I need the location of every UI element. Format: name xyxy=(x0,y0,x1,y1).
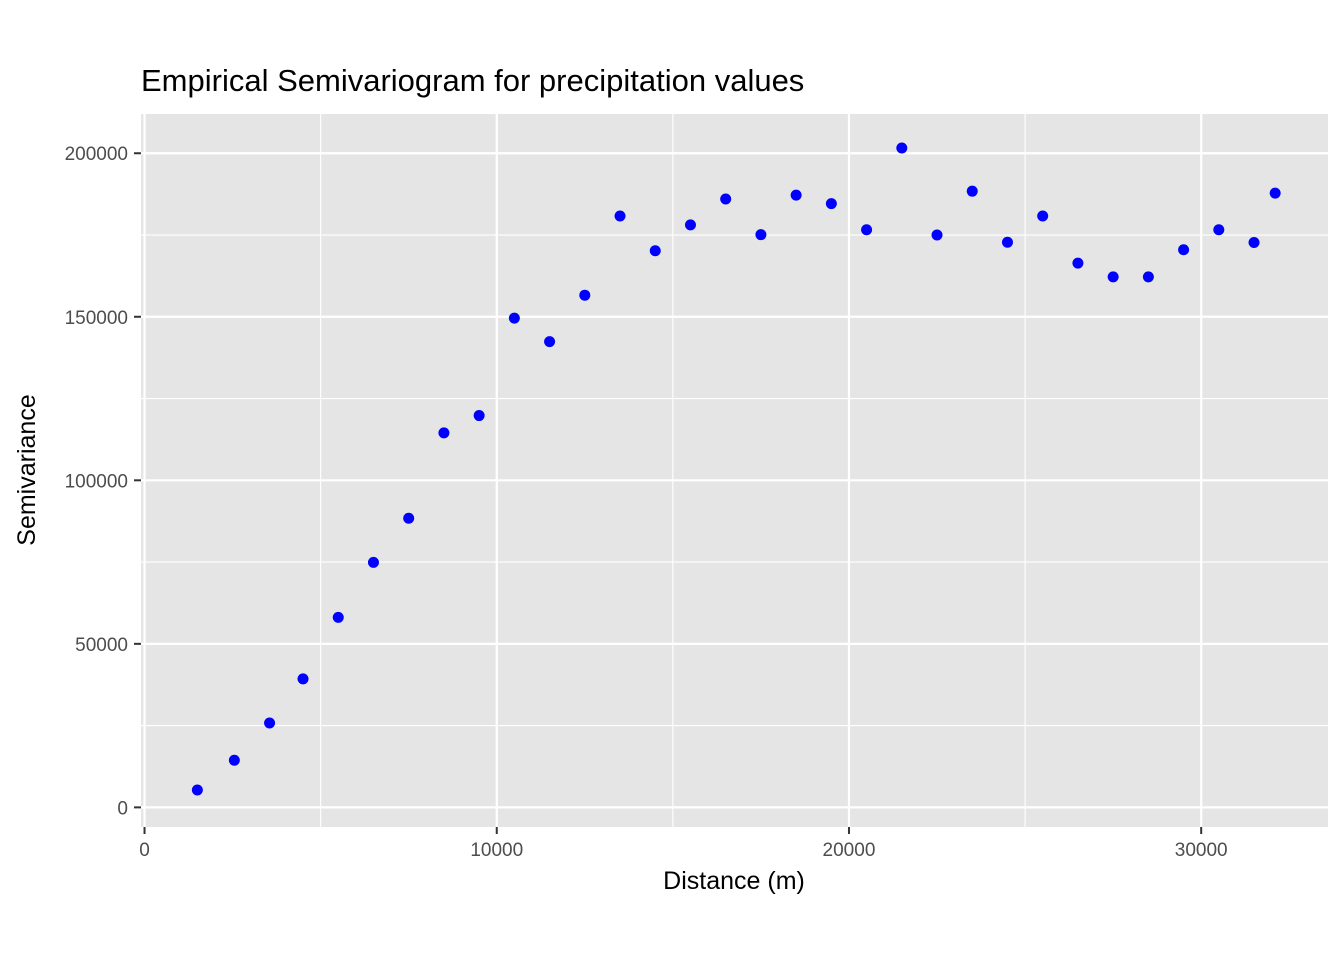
data-point xyxy=(966,185,978,197)
plot-panel xyxy=(141,114,1328,827)
data-point xyxy=(790,189,802,201)
data-point xyxy=(1269,187,1281,199)
x-tick-label: 30000 xyxy=(1175,840,1228,861)
data-point xyxy=(473,410,485,422)
x-axis-title: Distance (m) xyxy=(663,867,805,895)
major-gridlines xyxy=(141,114,1328,827)
x-tick-label: 0 xyxy=(139,840,150,861)
y-axis-title: Semivariance xyxy=(13,394,41,545)
minor-gridlines xyxy=(141,114,1328,827)
data-point xyxy=(544,336,556,348)
y-tick-label: 100000 xyxy=(65,471,128,492)
data-point xyxy=(1142,271,1154,283)
x-axis: 0 10000 20000 30000 xyxy=(139,827,1228,861)
data-point xyxy=(297,673,309,685)
data-point xyxy=(191,784,203,796)
data-point xyxy=(1107,271,1119,283)
data-point xyxy=(684,219,696,231)
x-tick-label: 20000 xyxy=(823,840,876,861)
data-point xyxy=(1037,210,1049,222)
data-point xyxy=(1072,257,1084,269)
chart-title: Empirical Semivariogram for precipitatio… xyxy=(141,63,804,98)
data-point xyxy=(614,210,626,222)
data-points xyxy=(191,142,1281,796)
data-point xyxy=(1178,244,1190,256)
y-tick-label: 0 xyxy=(117,798,128,819)
data-point xyxy=(931,229,943,241)
data-point xyxy=(1213,224,1225,236)
data-point xyxy=(755,229,767,241)
y-tick-label: 200000 xyxy=(65,144,128,165)
y-tick-label: 50000 xyxy=(75,635,128,656)
data-point xyxy=(508,312,520,324)
data-point xyxy=(403,512,415,524)
data-point xyxy=(861,224,873,236)
data-point xyxy=(579,289,591,301)
data-point xyxy=(264,717,276,729)
y-tick-label: 150000 xyxy=(65,308,128,329)
data-point xyxy=(825,198,837,210)
y-axis: 0 50000 100000 150000 200000 xyxy=(65,144,141,819)
data-point xyxy=(228,754,240,766)
data-point xyxy=(1248,237,1260,249)
x-tick-label: 10000 xyxy=(470,840,523,861)
data-point xyxy=(438,427,450,439)
data-point xyxy=(896,142,908,154)
data-point xyxy=(332,611,344,623)
data-point xyxy=(649,245,661,257)
data-point xyxy=(720,193,732,205)
data-point xyxy=(1001,236,1013,248)
data-point xyxy=(367,556,379,568)
